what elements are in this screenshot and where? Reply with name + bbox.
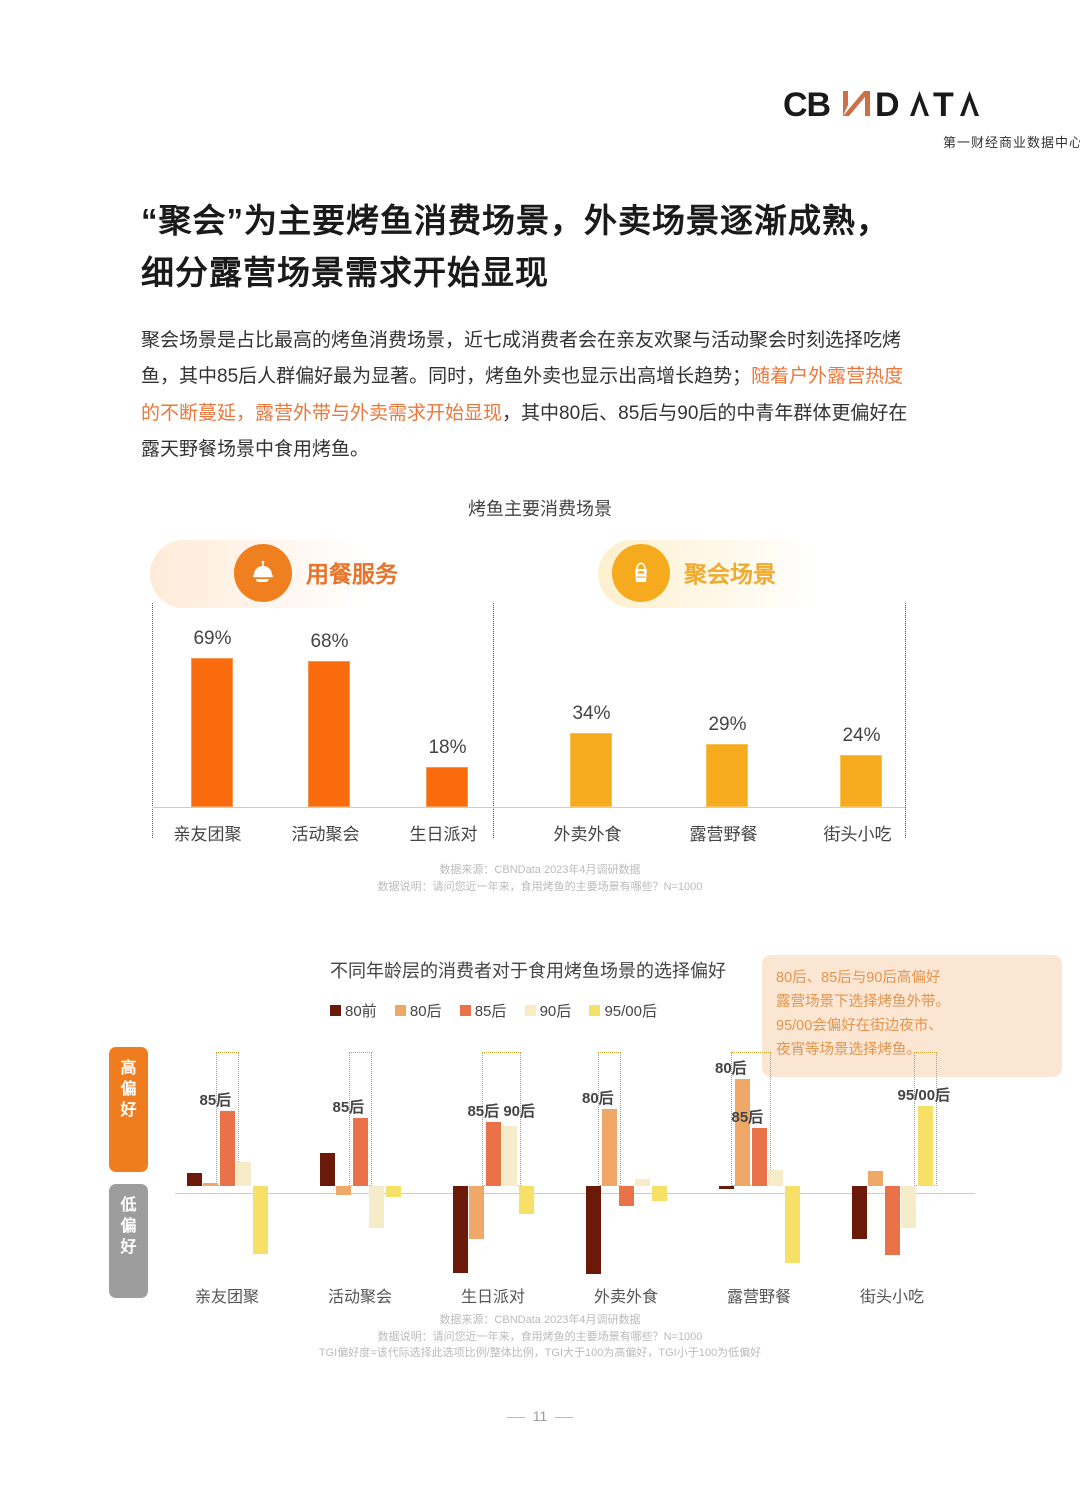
svg-text:D: D	[875, 86, 899, 124]
svg-text:CB: CB	[783, 86, 831, 124]
svg-text:T: T	[933, 86, 954, 124]
